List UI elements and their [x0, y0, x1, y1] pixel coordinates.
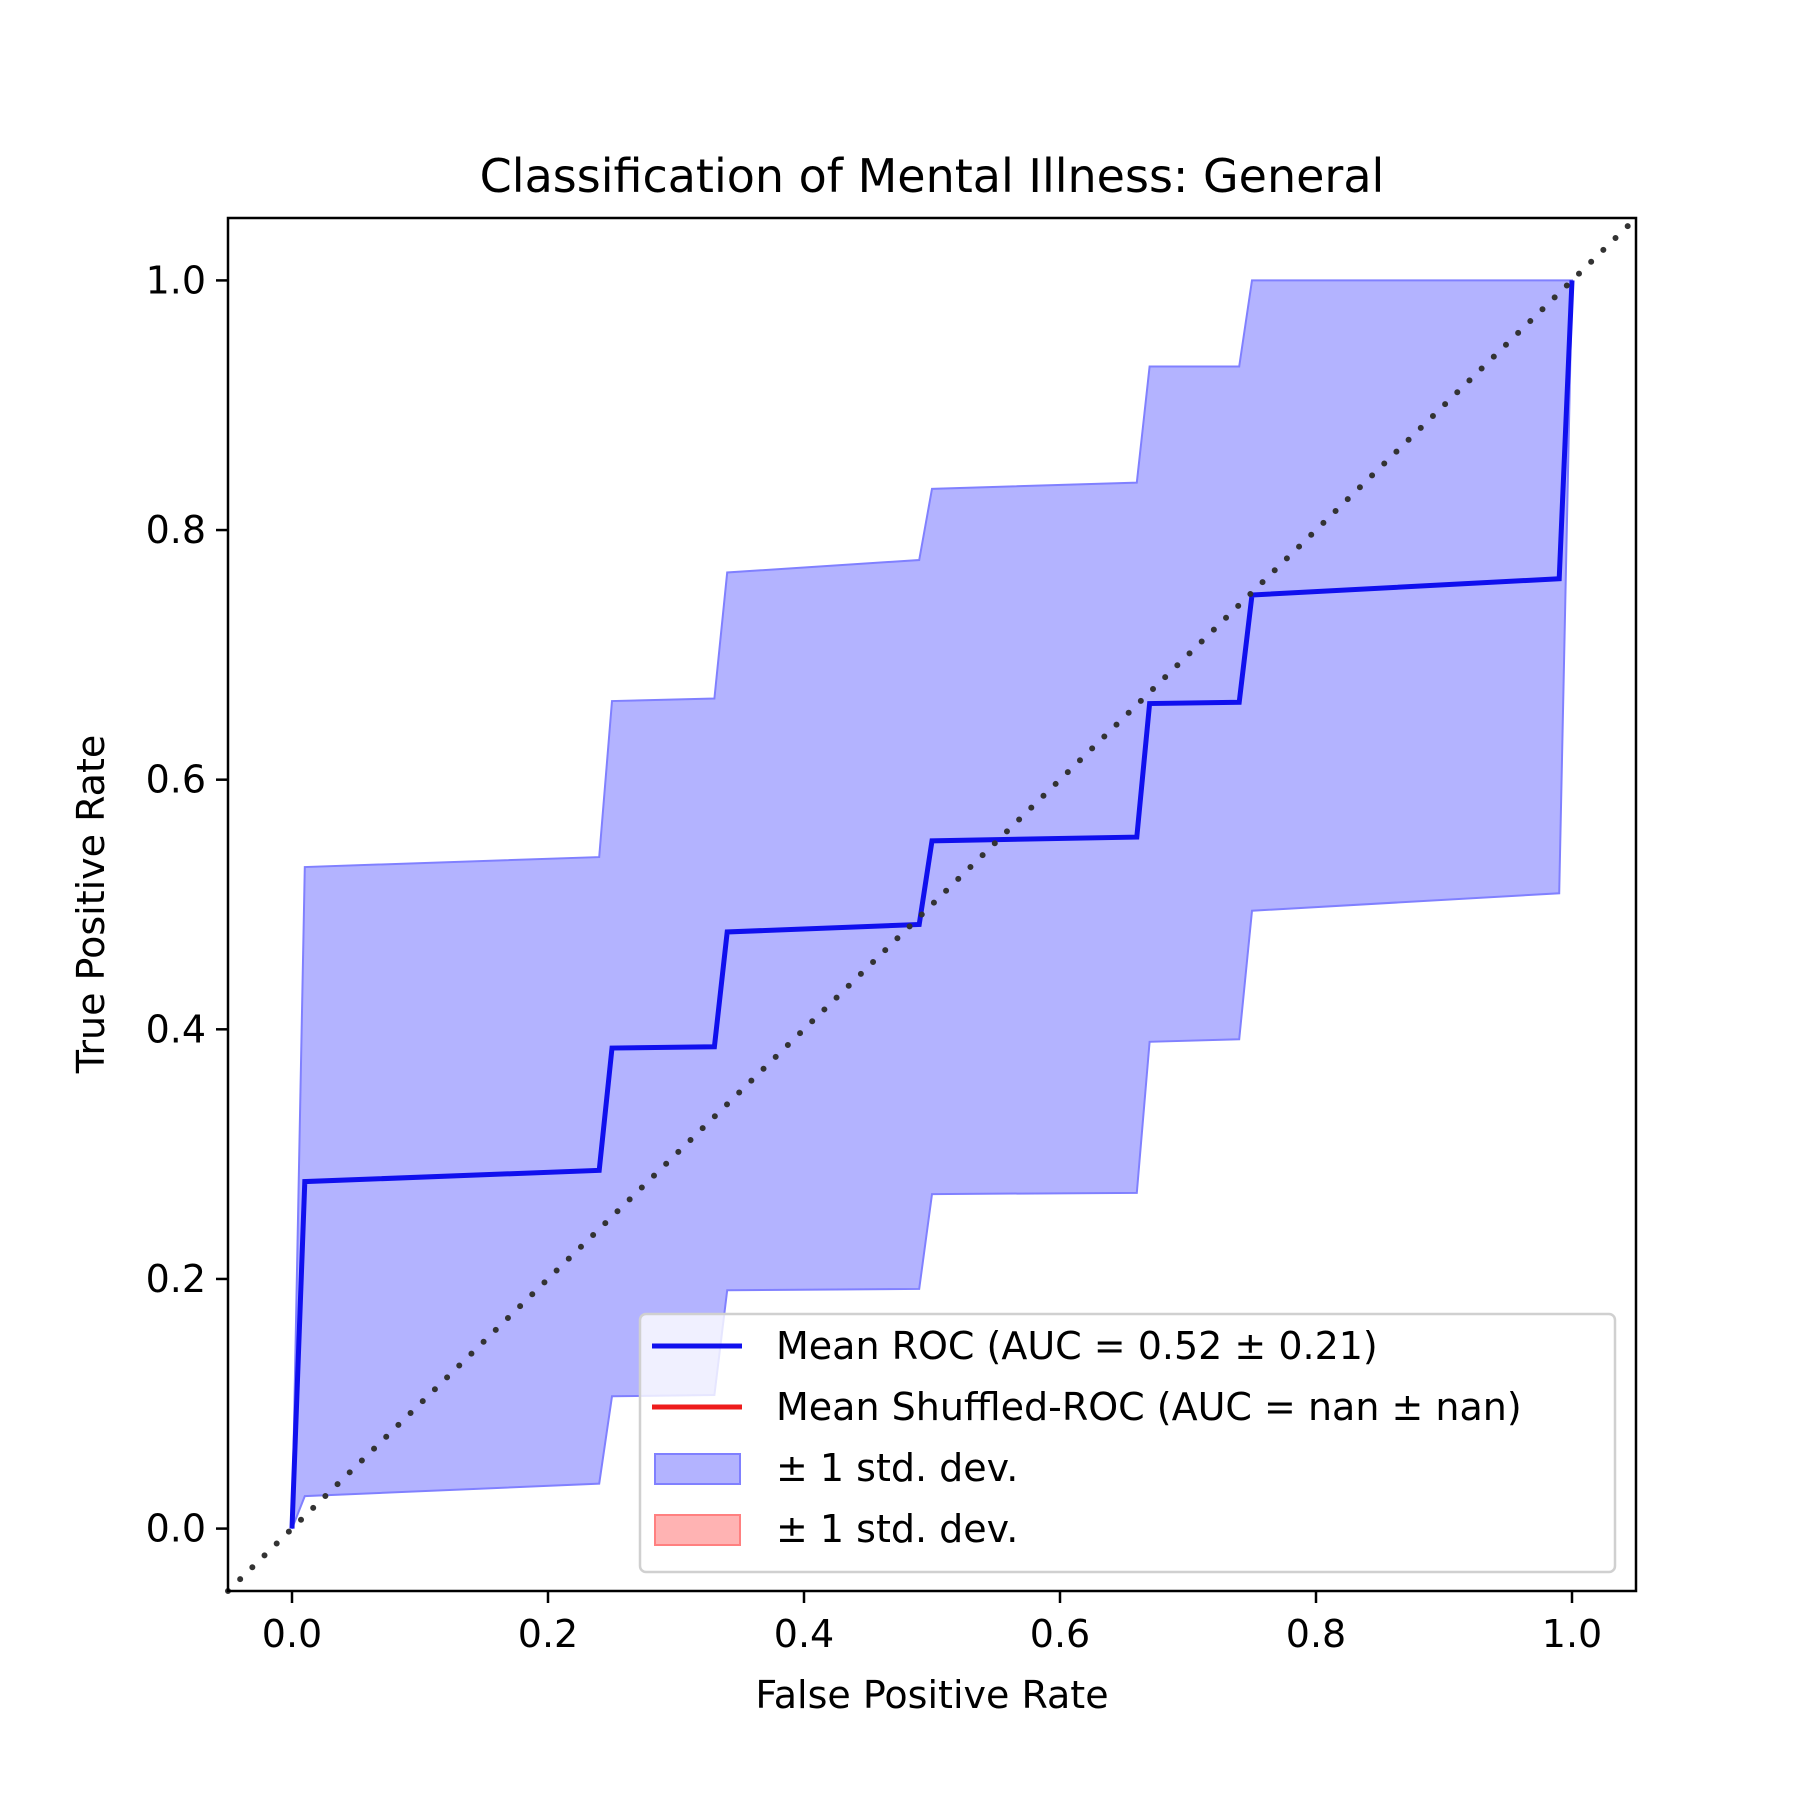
x-tick-label: 0.2 — [518, 1612, 578, 1656]
y-tick-label: 1.0 — [146, 258, 206, 302]
plot-frame — [226, 216, 1638, 1593]
x-tick-label: 0.0 — [262, 1612, 322, 1656]
legend-label-shuffled-roc: Mean Shuffled-ROC (AUC = nan ± nan) — [776, 1385, 1522, 1429]
legend-swatch-std-dev-blue — [654, 1453, 741, 1485]
legend: Mean ROC (AUC = 0.52 ± 0.21) Mean Shuffl… — [638, 1312, 1617, 1574]
y-axis-ticks: 0.0 0.2 0.4 0.6 0.8 1.0 — [146, 258, 228, 1551]
x-axis-label: False Positive Rate — [755, 1673, 1108, 1717]
x-axis-ticks: 0.0 0.2 0.4 0.6 0.8 1.0 — [262, 1591, 1602, 1656]
chart-title: Classification of Mental Illness: Genera… — [480, 149, 1385, 203]
x-tick-label: 0.8 — [1286, 1612, 1346, 1656]
y-tick-label: 0.8 — [146, 508, 206, 552]
legend-label-std-dev-blue: ± 1 std. dev. — [776, 1446, 1018, 1490]
y-axis-label: True Positive Rate — [69, 735, 113, 1075]
y-tick-label: 0.2 — [146, 1257, 206, 1301]
legend-swatch-std-dev-red — [654, 1514, 741, 1546]
legend-box — [638, 1312, 1617, 1574]
legend-label-mean-roc: Mean ROC (AUC = 0.52 ± 0.21) — [776, 1324, 1378, 1368]
y-tick-label: 0.4 — [146, 1007, 206, 1051]
x-tick-label: 1.0 — [1542, 1612, 1602, 1656]
y-tick-label: 0.0 — [146, 1507, 206, 1551]
roc-line-0 — [289, 280, 1575, 1529]
roc-lines — [289, 280, 1575, 1529]
y-tick-label: 0.6 — [146, 758, 206, 802]
legend-label-std-dev-red: ± 1 std. dev. — [776, 1507, 1018, 1551]
chance-line — [225, 215, 1639, 1594]
x-tick-label: 0.4 — [774, 1612, 834, 1656]
x-tick-label: 0.6 — [1030, 1612, 1090, 1656]
chance-diagonal — [225, 215, 1639, 1594]
